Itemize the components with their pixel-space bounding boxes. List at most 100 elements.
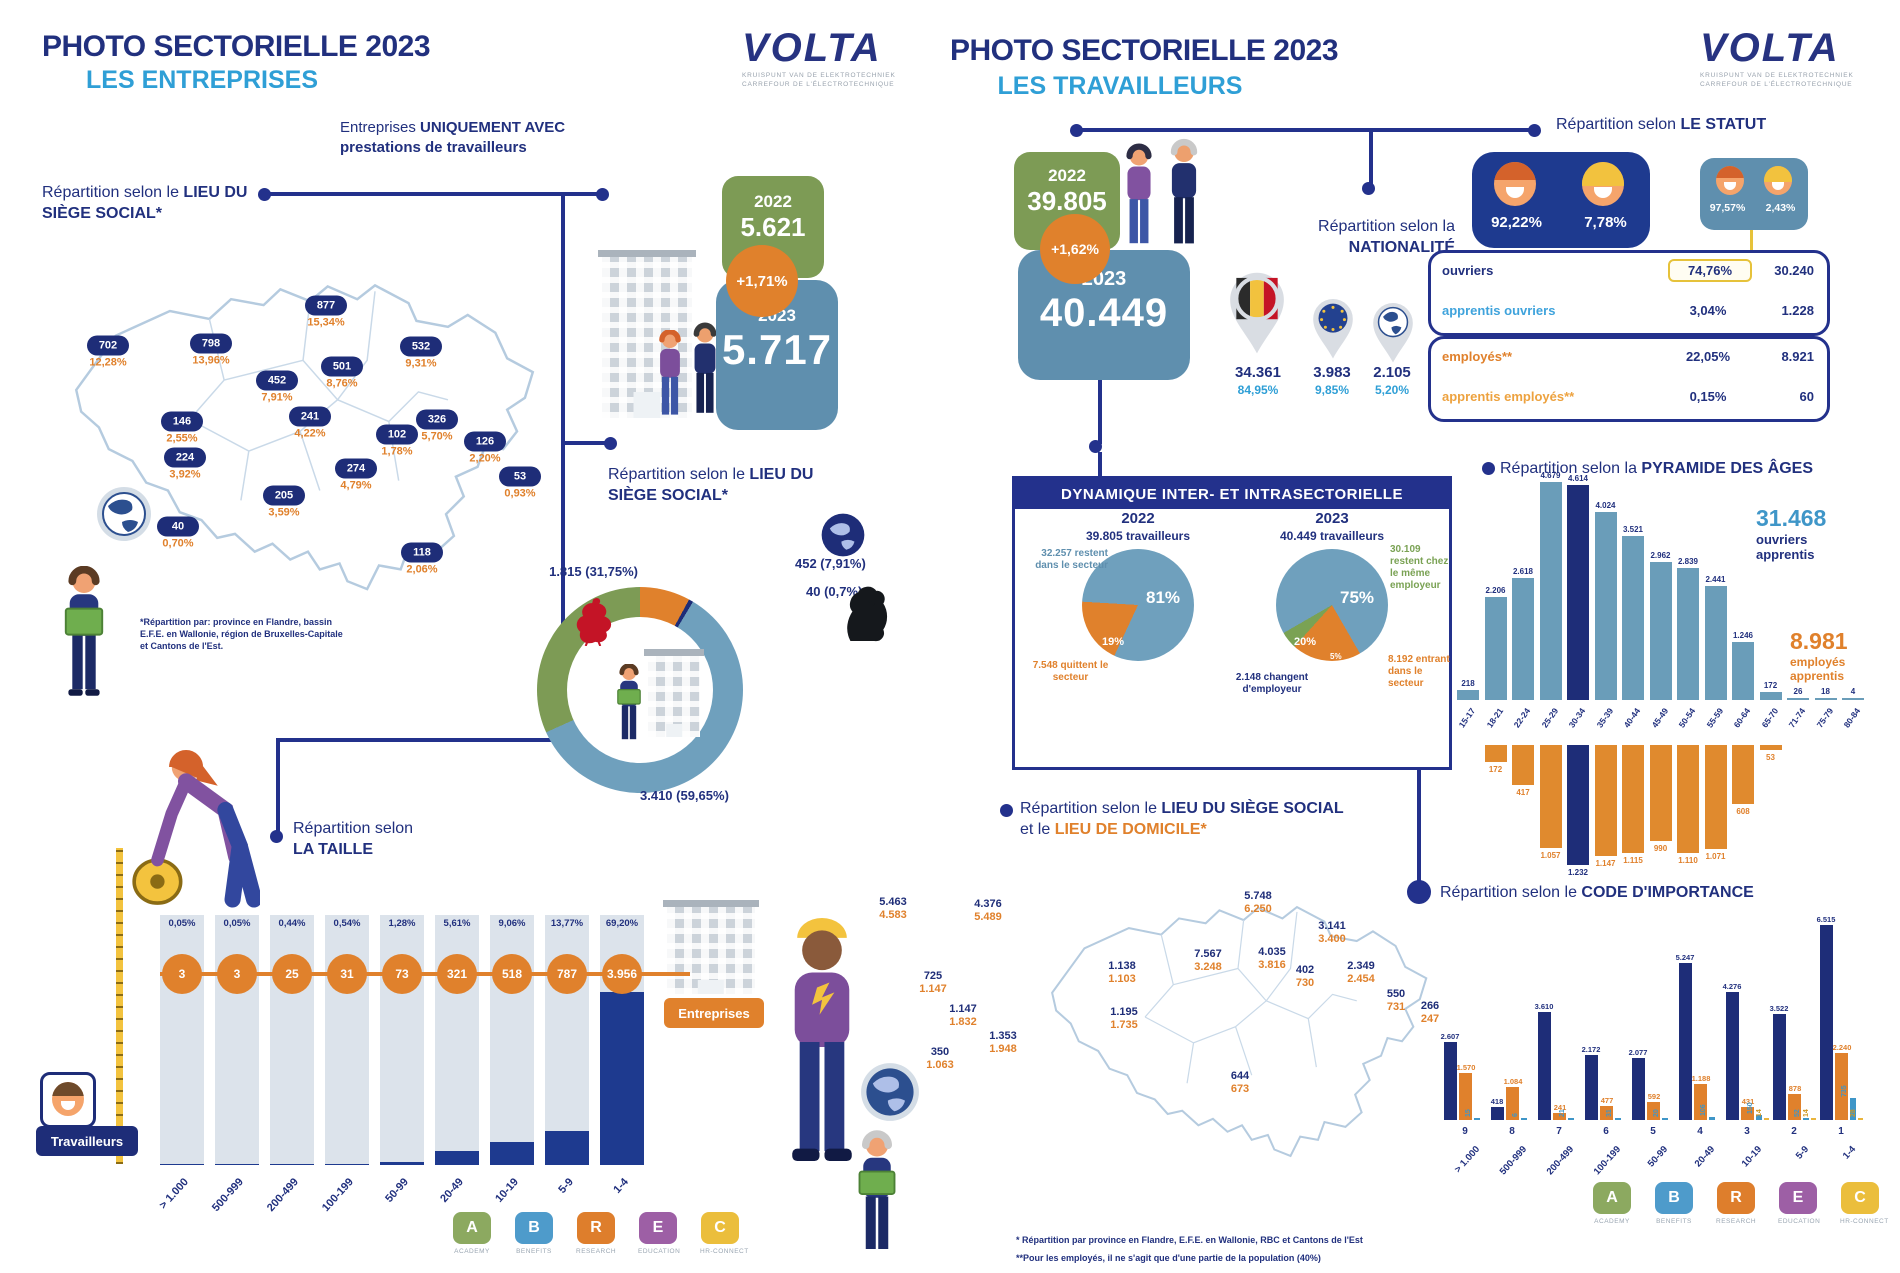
map-badge: 146 2,55% (161, 411, 203, 445)
importance-apprentis-ouvriers-value: 52 (1794, 1109, 1801, 1117)
pyramid-workers-bar (1787, 698, 1809, 700)
statut-frame (1428, 336, 1830, 422)
pyramid-workers-value: 4 (1850, 687, 1856, 696)
map-badge: 241 4,22% (289, 406, 331, 440)
importance-apprentis-ouvriers-value: 20 (1653, 1109, 1660, 1117)
brand-legend: A ACADEMY B BENEFITS R RESEARCH E EDUCATION C HR-… (452, 1212, 748, 1255)
taille-bar-fill (160, 1164, 204, 1165)
statut-row-value: 1.228 (1781, 303, 1814, 318)
importance-employes-bar (1553, 1113, 1566, 1120)
section-title-taille: Répartition selon LA TAILLE (293, 820, 414, 858)
taille-bar-fill (490, 1142, 534, 1165)
map-badge-value: 702 (87, 335, 129, 356)
pyramid-workers-bar (1567, 485, 1589, 700)
pyramid-employees-bar (1649, 745, 1672, 841)
map-badge-pct: 2,20% (469, 452, 501, 465)
map-badge: 118 2,06% (401, 542, 443, 576)
importance-apprentis-employes-value: 14 (1756, 1109, 1763, 1117)
taille-bar-pct: 0,05% (223, 918, 251, 929)
pair-siege-value: 1.138 (1108, 960, 1136, 972)
footnote-2: **Pour les employés, il ne s'agit que d'… (1016, 1253, 1321, 1263)
importance-apprentis-ouvriers-bar (1521, 1118, 1527, 1120)
pyramid-workers-value: 3.521 (1622, 525, 1644, 534)
pair-domicile-value: 731 (1386, 1001, 1406, 1013)
taille-bar-category: 50-99 (383, 1176, 411, 1205)
nationality-count: 34.361 (1235, 364, 1281, 381)
domicile-pair: 644 673 (1231, 1070, 1249, 1096)
taille-bar: 1,28% (380, 915, 424, 1165)
pyramid-workers-value: 1.246 (1732, 631, 1754, 640)
domicile-pair: 1.138 1.103 (1108, 960, 1136, 986)
importance-employes-value: 241 (1553, 1103, 1567, 1112)
map-badge-pct: 1,78% (381, 445, 413, 458)
legend-item: A ACADEMY (1592, 1182, 1632, 1225)
legend-caption: ACADEMY (454, 1248, 490, 1255)
importance-ouvriers-bar (1773, 1014, 1786, 1120)
legend-caption: BENEFITS (516, 1248, 552, 1255)
connector-dot (258, 188, 271, 201)
globe-icon (97, 487, 151, 541)
pair-domicile-value: 1.103 (1108, 973, 1136, 985)
map-badge-value: 224 (164, 447, 206, 468)
connector-line (1417, 695, 1421, 885)
connector-dot (1089, 440, 1102, 453)
map-badge-value: 126 (464, 431, 506, 452)
importance-code: 5 (1650, 1126, 1656, 1137)
brand-legend: A ACADEMY B BENEFITS R RESEARCH E EDUCATION C HR-… (1592, 1182, 1888, 1225)
pyramid-workers-bar (1622, 536, 1644, 700)
taille-bar-category: 200-499 (264, 1176, 301, 1215)
importance-code: 7 (1556, 1126, 1562, 1137)
map-badge-pct: 7,91% (261, 391, 293, 404)
section-title-domicile: Répartition selon le LIEU DU SIÈGE SOCIA… (1020, 800, 1344, 838)
connector-dot (1000, 804, 1013, 817)
connector-line (565, 441, 610, 445)
map-badge-value: 40 (157, 516, 199, 537)
domicile-pair: 5.463 4.583 (879, 896, 907, 922)
importance-ouvriers-bar (1444, 1042, 1457, 1120)
pyramid-workers-bar (1539, 482, 1562, 700)
pyramid-employees-total: 8.981 employés apprentis (1790, 628, 1848, 683)
statut-row-value: 30.240 (1774, 263, 1814, 278)
legend-item: R RESEARCH (1716, 1182, 1756, 1225)
flemish-lion-icon (847, 586, 888, 642)
pair-siege-value: 550 (1386, 988, 1406, 1000)
total-2023-box: 2023 40.449 (1018, 250, 1190, 380)
donut-label-flanders: 3.410 (59,65%) (640, 788, 729, 803)
importance-apprentis-ouvriers-value: 6 (1512, 1113, 1519, 1117)
taille-bar: 13,77% (545, 915, 589, 1165)
legend-letter-badge: B (515, 1212, 553, 1244)
statut-row-pct: 74,76% (1668, 259, 1752, 282)
map-badge-pct: 15,34% (307, 316, 345, 329)
page-title: PHOTO SECTORIELLE 2023 (950, 34, 1339, 67)
map-badge-pct: 4,22% (294, 427, 326, 440)
importance-ouvriers-value: 4.276 (1722, 982, 1742, 991)
importance-apprentis-employes-value: 28 (1850, 1109, 1857, 1117)
legend-letter-badge: R (1717, 1182, 1755, 1214)
globe-icon (861, 1063, 919, 1121)
volta-logo: VOLTA KRUISPUNT VAN DE ELEKTROTECHNIEK CA… (742, 28, 896, 89)
map-badge-value: 798 (190, 333, 232, 354)
connector-dot (604, 437, 617, 450)
importance-ouvriers-bar (1726, 992, 1739, 1120)
connector-line (1098, 452, 1102, 476)
donut-label-wallonia: 1.815 (31,75%) (549, 564, 638, 579)
importance-ouvriers-value: 3.610 (1534, 1002, 1554, 1011)
delta-badge: +1,71% (726, 245, 798, 317)
map-badge-value: 877 (305, 295, 347, 316)
importance-employes-bar (1506, 1087, 1519, 1120)
statut-row-label: ouvriers (1442, 263, 1494, 278)
pair-siege-value: 7.567 (1194, 948, 1222, 960)
section-title-statut: Répartition selon LE STATUT (1556, 116, 1767, 133)
importance-ouvriers-value: 2.607 (1440, 1032, 1460, 1041)
importance-employes-value: 2.240 (1832, 1043, 1852, 1052)
legend-letter-badge: C (1841, 1182, 1879, 1214)
pyramid-workers-bar (1704, 586, 1727, 700)
volta-wordmark: VOLTA (1700, 26, 1840, 70)
taille-bar-fill (435, 1151, 479, 1165)
belgium-flag-pin-icon (1230, 272, 1284, 354)
domicile-pair: 5.748 6.250 (1244, 890, 1272, 916)
domicile-pair: 266 247 (1421, 1000, 1439, 1026)
taille-bar-fill (545, 1131, 589, 1165)
pyramid-employees-value: 172 (1488, 765, 1503, 774)
electrician-illustration (792, 918, 852, 1162)
